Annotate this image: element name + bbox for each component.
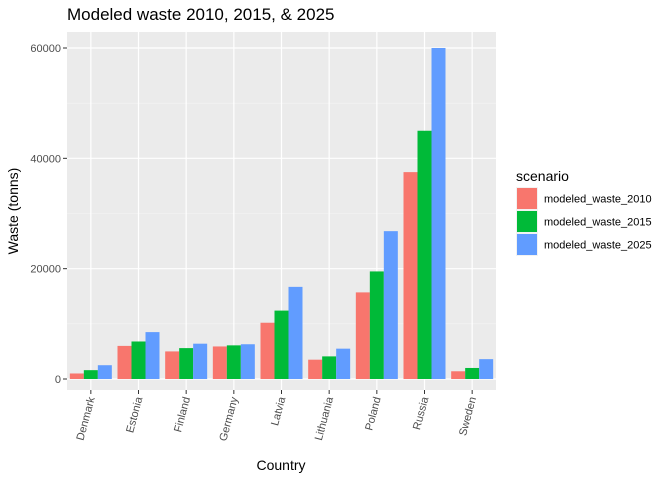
x-axis: Denmark Estonia Finland Germany Latvia Lithua… [75, 390, 479, 442]
bar-lithuania-modeled-waste-2025 [336, 348, 351, 379]
bar-finland-modeled-waste-2015 [179, 348, 194, 379]
bar-germany-modeled-waste-2025 [240, 344, 255, 379]
bar-russia-modeled-waste-2025 [431, 48, 446, 379]
bar-finland-modeled-waste-2010 [165, 351, 180, 379]
bar-finland-modeled-waste-2025 [193, 343, 208, 379]
bar-latvia-modeled-waste-2010 [260, 322, 275, 379]
y-tick-label: 60000 [30, 43, 61, 55]
legend: scenario modeled_waste_2010 modeled_waste… [516, 168, 652, 256]
legend-label: modeled_waste_2015 [544, 217, 652, 229]
y-tick-label: 40000 [30, 153, 61, 165]
bar-latvia-modeled-waste-2025 [288, 286, 303, 379]
bar-russia-modeled-waste-2015 [417, 130, 432, 379]
y-axis: 0 20000 40000 60000 [30, 43, 67, 386]
bar-denmark-modeled-waste-2010 [69, 373, 84, 379]
bar-lithuania-modeled-waste-2015 [322, 356, 337, 379]
x-tick-label: Denmark [75, 395, 98, 442]
legend-title: scenario [516, 168, 569, 184]
x-tick-label: Germany [217, 395, 240, 442]
bar-germany-modeled-waste-2010 [212, 346, 227, 379]
bar-sweden-modeled-waste-2010 [451, 371, 466, 379]
bar-estonia-modeled-waste-2015 [131, 341, 146, 379]
y-axis-title: Waste (tonns) [5, 168, 21, 255]
bar-denmark-modeled-waste-2015 [83, 370, 98, 379]
bars [69, 48, 494, 379]
x-tick-label: Estonia [124, 395, 145, 434]
bar-lithuania-modeled-waste-2010 [308, 359, 323, 379]
legend-swatch-modeled-waste-2025 [517, 234, 537, 255]
x-tick-label: Finland [172, 396, 193, 434]
legend-label: modeled_waste_2025 [544, 240, 652, 252]
bar-denmark-modeled-waste-2025 [97, 365, 112, 379]
chart-title: Modeled waste 2010, 2015, & 2025 [67, 5, 334, 24]
bar-germany-modeled-waste-2015 [226, 345, 241, 379]
bar-poland-modeled-waste-2025 [383, 231, 398, 379]
x-tick-label: Latvia [269, 395, 288, 427]
legend-label: modeled_waste_2010 [544, 194, 652, 206]
bar-russia-modeled-waste-2010 [403, 172, 418, 379]
bar-estonia-modeled-waste-2025 [145, 332, 160, 379]
legend-swatch-modeled-waste-2010 [517, 188, 537, 209]
bar-poland-modeled-waste-2010 [355, 292, 370, 379]
x-tick-label: Sweden [457, 396, 479, 438]
y-tick-label: 0 [55, 374, 61, 386]
bar-estonia-modeled-waste-2010 [117, 345, 132, 379]
bar-sweden-modeled-waste-2025 [479, 359, 494, 379]
x-tick-label: Poland [363, 396, 383, 432]
bar-sweden-modeled-waste-2015 [465, 367, 480, 379]
x-tick-label: Russia [411, 395, 432, 431]
x-axis-title: Country [256, 457, 305, 473]
x-tick-label: Lithuania [313, 395, 336, 442]
y-tick-label: 20000 [30, 264, 61, 276]
bar-latvia-modeled-waste-2015 [274, 310, 289, 379]
legend-swatch-modeled-waste-2015 [517, 211, 537, 232]
bar-poland-modeled-waste-2015 [369, 271, 384, 379]
